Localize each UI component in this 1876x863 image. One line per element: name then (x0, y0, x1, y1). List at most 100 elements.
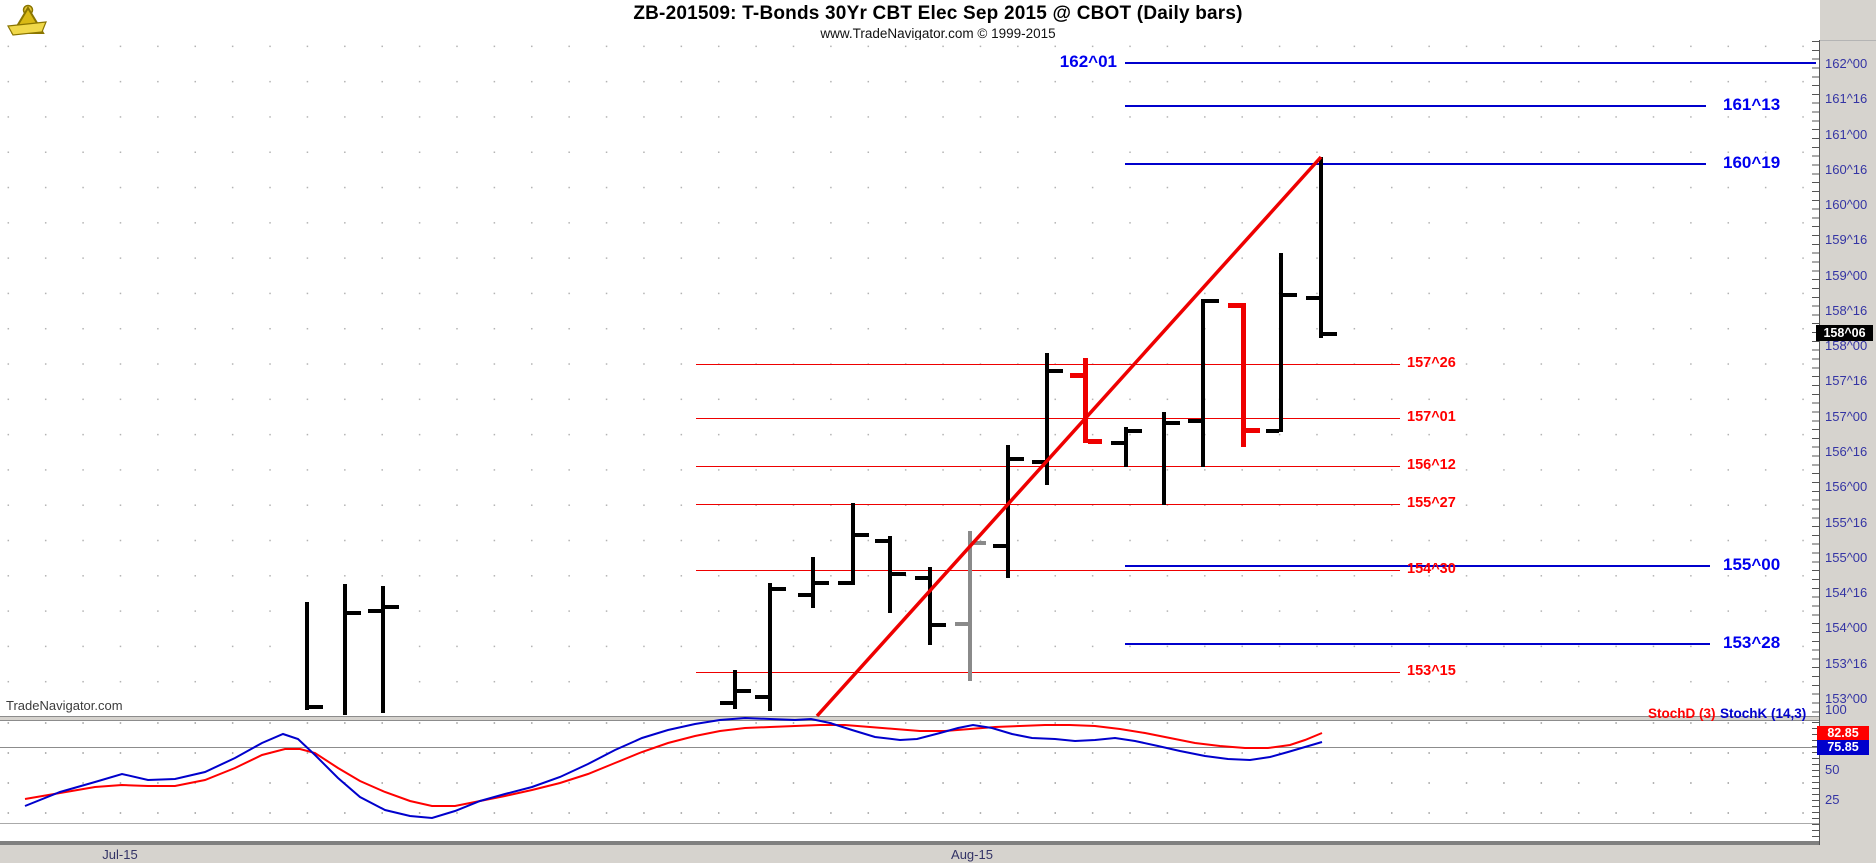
price-axis-label: 160^16 (1825, 162, 1868, 177)
ohlc-close-tick (1205, 299, 1219, 303)
ohlc-open-tick (1266, 429, 1279, 433)
main-chart-surface[interactable] (0, 40, 1819, 716)
price-axis-label: 155^16 (1825, 515, 1868, 530)
ohlc-bar-body (305, 602, 309, 710)
date-axis-strip (0, 845, 1876, 863)
ohlc-close-tick (1283, 293, 1297, 297)
ohlc-open-tick (838, 581, 851, 585)
price-axis-column[interactable] (1820, 0, 1876, 845)
ohlc-bar-body (1319, 157, 1323, 338)
ohlc-close-tick (815, 581, 829, 585)
ohlc-bar-body (343, 584, 347, 715)
ohlc-close-tick (1245, 427, 1260, 433)
price-axis-label: 153^00 (1825, 691, 1868, 706)
price-axis-label: 159^00 (1825, 268, 1868, 283)
ohlc-open-tick (875, 539, 888, 543)
ohlc-bar-body (968, 531, 972, 681)
ohlc-close-tick (972, 541, 986, 545)
ohlc-bar-body (1279, 253, 1283, 432)
ohlc-close-tick (1323, 332, 1337, 336)
ohlc-bar-body (928, 567, 932, 645)
price-level-line-blue[interactable] (1125, 643, 1710, 645)
ohlc-open-tick (720, 701, 733, 705)
price-level-label-blue: 161^13 (1723, 95, 1781, 114)
ohlc-open-tick (798, 593, 811, 597)
ohlc-open-tick (1188, 419, 1201, 423)
chart-subtitle: www.TradeNavigator.com © 1999-2015 (820, 26, 1056, 41)
date-axis-label: Aug-15 (951, 847, 993, 862)
stoch-axis-label: 100 (1825, 702, 1847, 717)
watermark: TradeNavigator.com (6, 698, 123, 713)
price-axis-label: 157^00 (1825, 409, 1868, 424)
tradenavigator-logo (7, 4, 47, 36)
price-level-line-red[interactable] (696, 570, 1400, 572)
ohlc-bar-body (1201, 299, 1205, 467)
ohlc-open-tick (1032, 460, 1045, 464)
stoch-gridline-0 (0, 823, 1819, 824)
ohlc-close-tick (1087, 438, 1102, 444)
price-level-label-red: 157^01 (1407, 409, 1456, 425)
stoch-gridline-75 (0, 747, 1819, 748)
stoch-axis-label: 25 (1825, 792, 1840, 807)
ohlc-open-tick (1069, 372, 1083, 378)
price-axis-label: 154^00 (1825, 620, 1868, 635)
ohlc-open-tick (1111, 441, 1124, 445)
price-axis-label: 158^16 (1825, 303, 1868, 318)
price-level-line-blue[interactable] (1125, 163, 1706, 165)
ohlc-close-tick (855, 533, 869, 537)
chart-header: ZB-201509: T-Bonds 30Yr CBT Elec Sep 201… (0, 0, 1876, 41)
ohlc-bar-body (1082, 358, 1088, 443)
price-level-line-red[interactable] (696, 504, 1400, 506)
ohlc-bar-body (1162, 412, 1166, 505)
price-axis-label: 159^16 (1825, 232, 1868, 247)
ohlc-bar-body (768, 583, 772, 711)
price-axis-label: 156^00 (1825, 479, 1868, 494)
ohlc-open-tick (1306, 296, 1319, 300)
price-axis-label: 153^16 (1825, 656, 1868, 671)
ohlc-close-tick (385, 605, 399, 609)
price-axis-label: 160^00 (1825, 197, 1868, 212)
stoch-axis-label: 50 (1825, 762, 1840, 777)
price-level-label-blue: 160^19 (1723, 153, 1781, 172)
ohlc-bar-body (733, 670, 737, 709)
ohlc-open-tick (368, 609, 381, 613)
price-level-line-blue[interactable] (1125, 565, 1710, 567)
price-level-line-blue[interactable] (1125, 62, 1816, 64)
price-level-label-red: 155^27 (1407, 495, 1456, 511)
ohlc-bar-body (1124, 427, 1128, 467)
chart-title: ZB-201509: T-Bonds 30Yr CBT Elec Sep 201… (633, 3, 1243, 24)
stoch-value-badge-stochk: 75.85 (1817, 740, 1869, 755)
ohlc-close-tick (1010, 457, 1024, 461)
logo-scope (7, 21, 47, 36)
date-axis-label: Jul-15 (102, 847, 138, 862)
price-axis-label: 154^16 (1825, 585, 1868, 600)
ohlc-close-tick (309, 705, 323, 709)
ohlc-close-tick (737, 689, 751, 693)
ohlc-open-tick (955, 622, 968, 626)
ohlc-close-tick (932, 623, 946, 627)
ohlc-close-tick (1166, 421, 1180, 425)
price-level-label-red: 157^26 (1407, 355, 1456, 371)
ohlc-bar-body (1240, 303, 1246, 447)
price-axis-label: 155^00 (1825, 550, 1868, 565)
last-price-badge: 158^06 (1816, 325, 1873, 341)
price-axis-label: 161^16 (1825, 91, 1868, 106)
price-level-label-red: 156^12 (1407, 457, 1456, 473)
price-axis-border (1819, 40, 1820, 845)
price-level-label-blue: 153^28 (1723, 633, 1781, 652)
price-axis-label: 157^16 (1825, 373, 1868, 388)
price-axis-label: 158^00 (1825, 338, 1868, 353)
ohlc-bar-body (1045, 353, 1049, 485)
ohlc-close-tick (892, 572, 906, 576)
ohlc-open-tick (1227, 302, 1241, 308)
stoch-value-badge-stochd: 82.85 (1817, 726, 1869, 741)
price-axis-label: 161^00 (1825, 127, 1868, 142)
price-level-line-blue[interactable] (1125, 105, 1706, 107)
ohlc-close-tick (1049, 369, 1063, 373)
ohlc-close-tick (1128, 429, 1142, 433)
price-level-label-red: 154^30 (1407, 561, 1456, 577)
ohlc-close-tick (772, 587, 786, 591)
price-level-line-red[interactable] (696, 672, 1400, 674)
price-level-label-blue: 155^00 (1723, 555, 1781, 574)
price-axis-ticks (1812, 41, 1819, 716)
